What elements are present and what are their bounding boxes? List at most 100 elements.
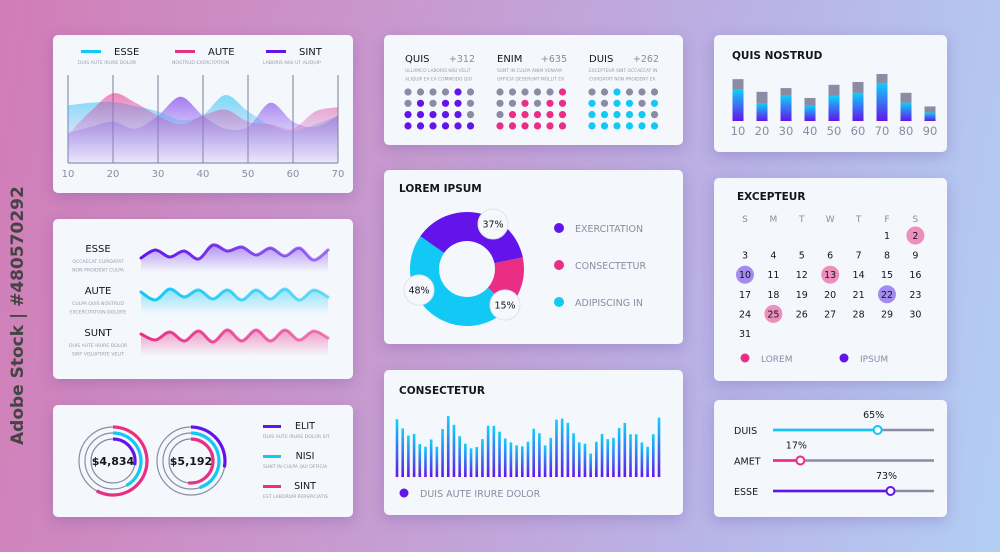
x-tick-label: 70 bbox=[875, 124, 890, 138]
spectrum-bar bbox=[498, 431, 501, 477]
spectrum-bar bbox=[629, 434, 632, 477]
calendar-day[interactable]: 9 bbox=[912, 251, 918, 262]
calendar-day[interactable]: 23 bbox=[909, 290, 921, 301]
x-tick-label: 40 bbox=[197, 169, 210, 180]
calendar-day[interactable]: 14 bbox=[853, 270, 865, 281]
spectrum-bar bbox=[407, 435, 410, 477]
calendar-day[interactable]: 26 bbox=[796, 309, 808, 320]
highlighted-day-marker[interactable] bbox=[906, 226, 925, 245]
dot bbox=[404, 111, 412, 119]
dot bbox=[521, 99, 529, 107]
calendar-day[interactable]: 17 bbox=[739, 290, 751, 301]
highlighted-day-marker[interactable] bbox=[764, 304, 783, 323]
calendar-day[interactable]: 11 bbox=[767, 270, 779, 281]
calendar-day[interactable]: 10 bbox=[739, 270, 751, 281]
spectrum-bar bbox=[555, 419, 558, 477]
calendar-day[interactable]: 7 bbox=[856, 251, 862, 262]
dot bbox=[404, 122, 412, 130]
calendar-day[interactable]: 31 bbox=[739, 329, 751, 340]
spectrum-bar bbox=[458, 436, 461, 477]
bar-value bbox=[828, 95, 840, 121]
highlighted-day-marker[interactable] bbox=[878, 285, 896, 304]
series-sub: OCCAECAT CUPIDATAT bbox=[72, 259, 124, 265]
calendar-day[interactable]: 21 bbox=[853, 290, 865, 301]
slider-handle[interactable] bbox=[885, 486, 896, 496]
legend-swatch bbox=[81, 50, 101, 53]
dot bbox=[650, 88, 659, 96]
ring-arc bbox=[112, 437, 137, 466]
calendar-day[interactable]: 18 bbox=[767, 290, 779, 301]
series-sub: EXCERCITATION DOLORE bbox=[70, 310, 127, 316]
calendar-day[interactable]: 13 bbox=[824, 270, 836, 281]
dot bbox=[625, 88, 634, 96]
calendar-day[interactable]: 28 bbox=[853, 309, 865, 320]
calendar-panel: EXCEPTEUR S M T W T F S 1 2 3 4 5 6 7 8 9 10 11 12 13 14 15 16 1… bbox=[714, 178, 947, 381]
calendar-day[interactable]: 20 bbox=[824, 290, 836, 301]
calendar-day[interactable]: 25 bbox=[767, 309, 779, 320]
calendar-day[interactable]: 30 bbox=[909, 309, 921, 320]
dot bbox=[496, 111, 504, 119]
dot bbox=[600, 122, 609, 130]
legend-swatch bbox=[266, 50, 286, 53]
calendar-day[interactable]: 6 bbox=[827, 251, 833, 262]
highlighted-day-marker[interactable] bbox=[821, 265, 840, 284]
dot bbox=[638, 111, 646, 119]
slider-handle[interactable] bbox=[795, 455, 806, 466]
highlighted-day-marker[interactable] bbox=[736, 265, 754, 284]
calendar-day[interactable]: 4 bbox=[770, 251, 776, 262]
dot bbox=[558, 88, 567, 96]
calendar-day[interactable]: 15 bbox=[881, 270, 893, 281]
wave-area bbox=[141, 288, 328, 314]
dot bbox=[508, 111, 517, 119]
dot bbox=[638, 88, 646, 96]
spectrum-bar bbox=[549, 437, 553, 477]
spectrum-bar bbox=[424, 446, 427, 477]
calendar-day[interactable]: 1 bbox=[884, 231, 890, 242]
calendar-day[interactable]: 2 bbox=[912, 231, 918, 242]
calendar-day[interactable]: 29 bbox=[881, 309, 893, 320]
dot bbox=[508, 122, 517, 130]
calendar-day[interactable]: 24 bbox=[739, 309, 751, 320]
calendar-day[interactable]: 19 bbox=[796, 290, 808, 301]
dot bbox=[521, 122, 529, 130]
slice-label: 48% bbox=[408, 286, 429, 297]
calendar-day[interactable]: 12 bbox=[796, 270, 808, 281]
area-aute bbox=[68, 93, 338, 163]
calendar-day[interactable]: 3 bbox=[742, 251, 748, 262]
slider-handle[interactable] bbox=[872, 425, 883, 435]
legend-swatch bbox=[263, 425, 281, 428]
weekday-label: S bbox=[913, 215, 919, 225]
dot bbox=[454, 122, 462, 130]
calendar-day[interactable]: 16 bbox=[909, 270, 921, 281]
calendar-day[interactable]: 8 bbox=[884, 251, 890, 262]
legend-label: NISI bbox=[296, 451, 315, 462]
dot bbox=[441, 122, 450, 130]
dot bbox=[558, 99, 567, 107]
calendar-day[interactable]: 27 bbox=[824, 309, 836, 320]
ring-arc bbox=[190, 425, 227, 468]
dot bbox=[441, 99, 450, 107]
dot bbox=[638, 122, 646, 130]
calendar-day[interactable]: 22 bbox=[881, 290, 893, 301]
calendar-day[interactable]: 5 bbox=[799, 251, 805, 262]
wave-line bbox=[139, 287, 330, 302]
stat-sub: EXCEPTEUR SINT OCCAECAT IN bbox=[589, 68, 657, 74]
spectrum-bar bbox=[515, 445, 518, 477]
x-tick-label: 20 bbox=[755, 124, 770, 138]
slice-label-bubble bbox=[403, 274, 435, 306]
spectrum-bar bbox=[623, 422, 627, 477]
stat-sub: ULLAMCO LABORIS NISI VELIT bbox=[405, 68, 471, 74]
legend-label: LOREM bbox=[761, 355, 792, 365]
series-sub: CULPA QUIS NOSTRUD bbox=[72, 301, 124, 307]
x-tick-label: 50 bbox=[242, 169, 255, 180]
sliders: DUIS 65% AMET 17% ESSE 73% bbox=[734, 410, 934, 498]
spectrum-bar bbox=[646, 446, 649, 477]
dot bbox=[588, 122, 596, 130]
slider-percent: 73% bbox=[876, 471, 897, 482]
dot bbox=[466, 88, 475, 96]
stacked-bars-panel: QUIS NOSTRUD 10 20 30 40 50 60 70 80 90 bbox=[714, 35, 947, 152]
dot bbox=[416, 111, 425, 119]
spectrum-bar bbox=[521, 446, 524, 477]
ring-arc bbox=[188, 437, 215, 485]
